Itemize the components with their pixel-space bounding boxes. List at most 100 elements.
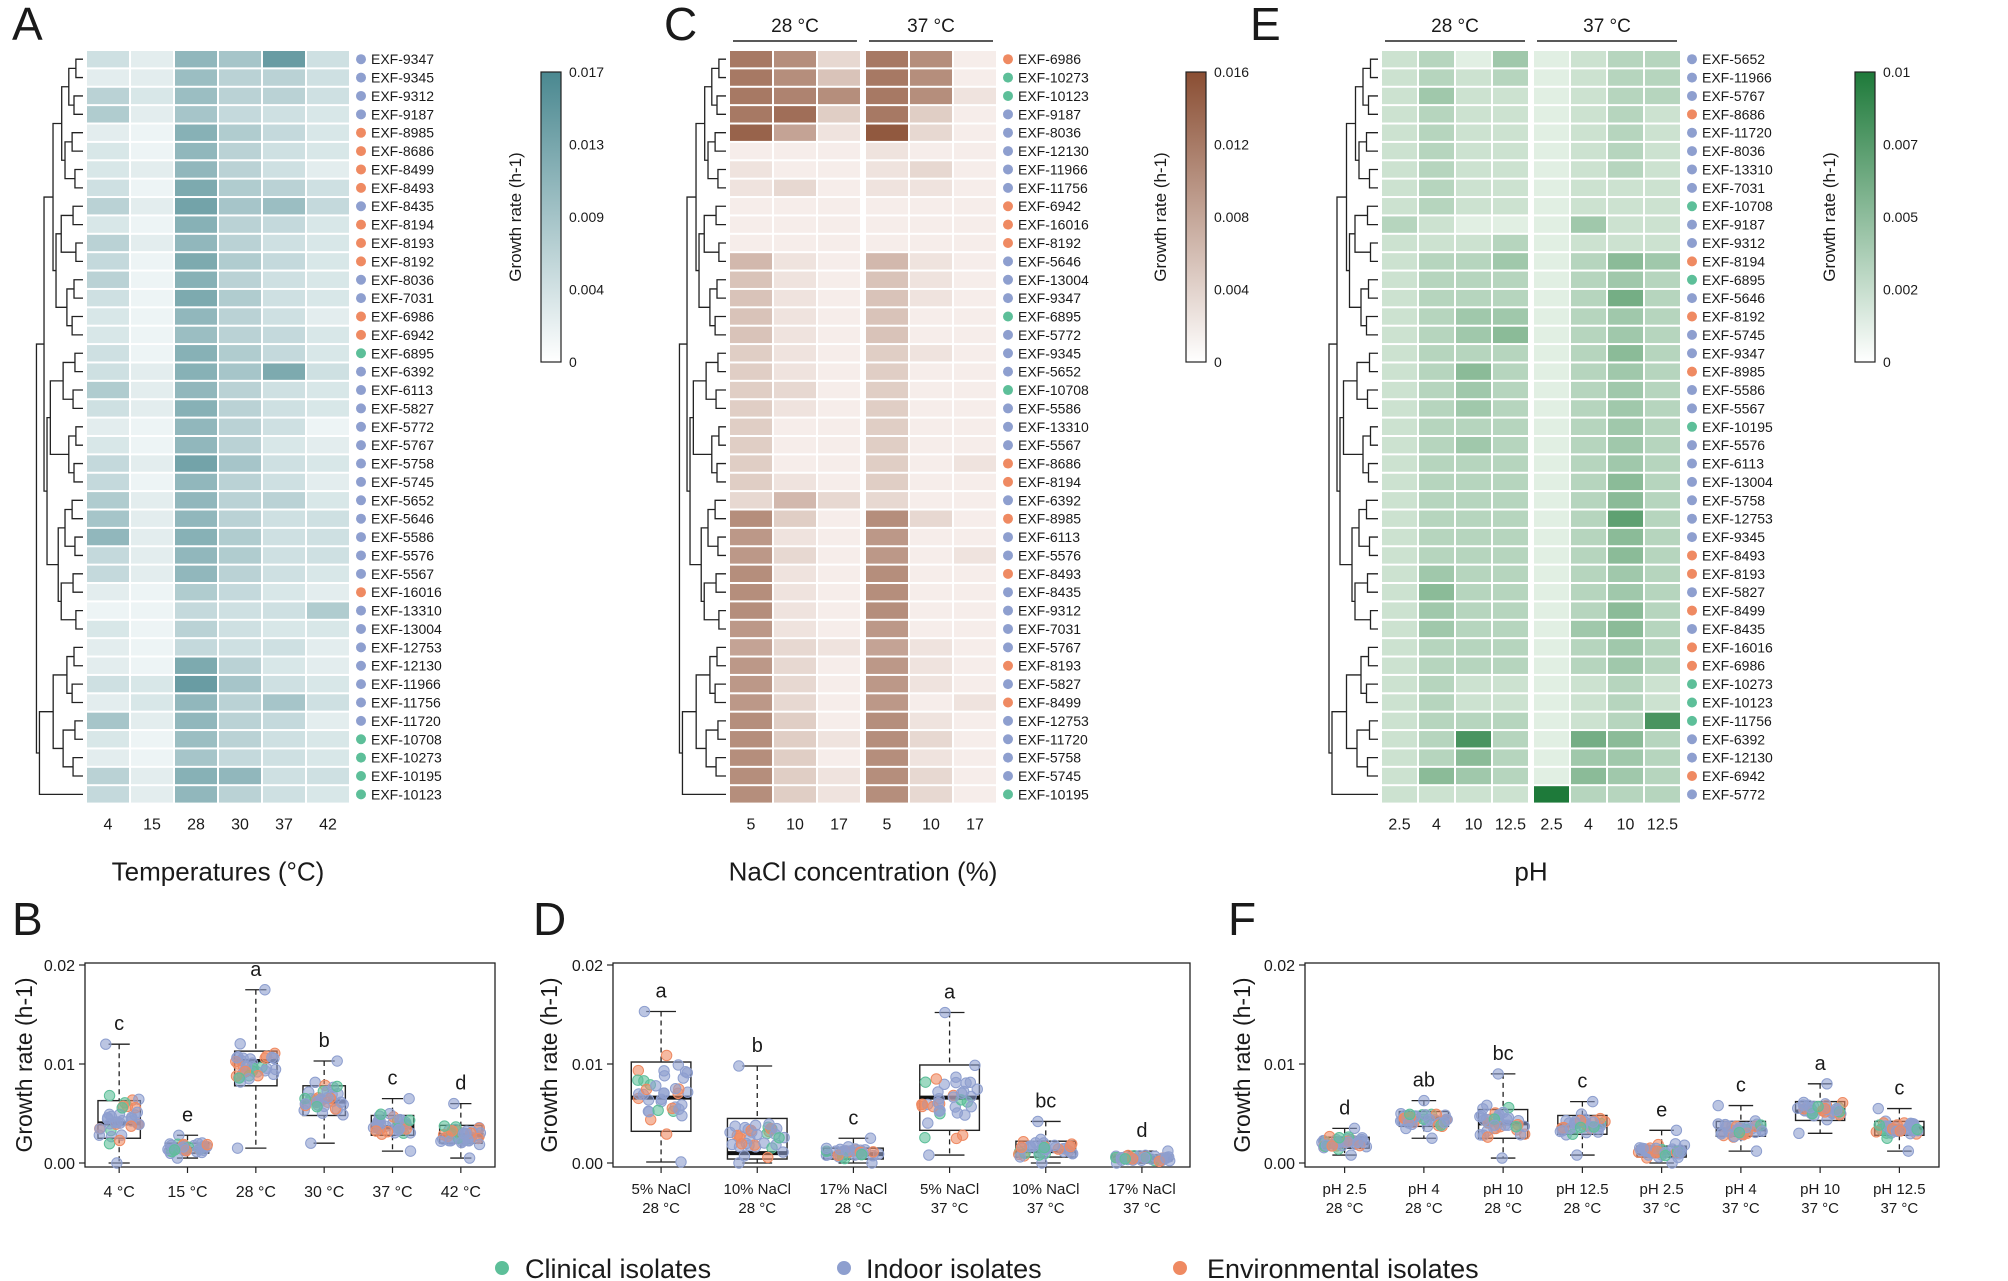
heatmap-cell bbox=[1534, 602, 1569, 619]
data-point bbox=[855, 1148, 868, 1161]
x-tick-label: 28 °C bbox=[236, 1184, 276, 1201]
heatmap-cell bbox=[774, 473, 816, 491]
heatmap-cell bbox=[818, 694, 860, 711]
heatmap-cell bbox=[730, 363, 772, 380]
data-point bbox=[1669, 1138, 1682, 1150]
heatmap-cell bbox=[175, 253, 217, 270]
isolate-group-marker bbox=[1687, 568, 1697, 579]
heatmap-cell bbox=[1419, 639, 1454, 656]
heatmap-cell bbox=[774, 234, 816, 252]
dendrogram-branch bbox=[73, 646, 83, 667]
dendrogram-branch bbox=[1368, 168, 1378, 189]
heatmap-cell bbox=[774, 142, 816, 160]
heatmap-cell bbox=[866, 87, 908, 105]
heatmap-cell bbox=[774, 161, 816, 178]
data-point bbox=[950, 1076, 962, 1089]
strain-label: EXF-5652 bbox=[371, 492, 434, 508]
heatmap-cell bbox=[131, 198, 173, 215]
heatmap-cell bbox=[1382, 234, 1417, 252]
heatmap-cell bbox=[263, 418, 305, 435]
heatmap-cell bbox=[730, 142, 772, 160]
column-tick-label: 2.5 bbox=[1540, 817, 1562, 834]
dendrogram-branch bbox=[1367, 462, 1378, 483]
heatmap-cell bbox=[730, 400, 772, 417]
column-tick-label: 10 bbox=[922, 817, 940, 834]
dendrogram-branch bbox=[717, 720, 726, 740]
heatmap-cell bbox=[774, 455, 816, 472]
heatmap-cell bbox=[954, 51, 996, 68]
column-tick-label: 4 bbox=[1432, 817, 1441, 834]
heatmap-cell bbox=[1419, 271, 1454, 288]
heatmap-cell bbox=[954, 326, 996, 344]
heatmap-cell bbox=[1456, 198, 1491, 215]
data-point bbox=[1138, 1151, 1151, 1164]
heatmap-cell bbox=[910, 731, 952, 748]
heatmap-cell bbox=[219, 455, 261, 472]
strain-label: EXF-10123 bbox=[1702, 694, 1773, 710]
heatmap-cell bbox=[1456, 602, 1491, 619]
x-tick-label: 30 °C bbox=[304, 1184, 344, 1201]
column-tick-label: 10 bbox=[786, 817, 804, 834]
heatmap-cell bbox=[1456, 657, 1491, 674]
data-point bbox=[168, 1144, 181, 1156]
data-point bbox=[111, 1157, 123, 1169]
heatmap-cell bbox=[1534, 124, 1569, 141]
colorbar-label: Growth rate (h-1) bbox=[1151, 152, 1170, 281]
data-point bbox=[632, 1074, 644, 1086]
colorbar-tick-label: 0.012 bbox=[1214, 137, 1249, 153]
heatmap-cell bbox=[175, 69, 217, 86]
isolate-group-marker bbox=[356, 201, 366, 212]
heatmap-cell bbox=[1534, 675, 1569, 693]
isolate-group-marker bbox=[1003, 164, 1013, 175]
data-point bbox=[867, 1146, 879, 1158]
column-tick-label: 15 bbox=[143, 817, 161, 834]
y-tick-label: 0.00 bbox=[1264, 1156, 1295, 1173]
heatmap-cell bbox=[1419, 694, 1454, 711]
dendrogram-branch bbox=[1365, 499, 1378, 520]
heatmap-cell bbox=[818, 308, 860, 325]
heatmap-cell bbox=[866, 712, 908, 730]
data-point bbox=[1712, 1099, 1724, 1112]
isolate-group-marker bbox=[1687, 789, 1697, 800]
dendrogram-branch bbox=[68, 435, 76, 474]
strain-label: EXF-10195 bbox=[1702, 419, 1773, 435]
heatmap-cell bbox=[1534, 786, 1569, 803]
dendrogram-branch bbox=[1369, 426, 1378, 446]
panel-label-f: F bbox=[1228, 893, 1256, 945]
data-point bbox=[1510, 1120, 1522, 1133]
heatmap-cell bbox=[219, 584, 261, 601]
data-point bbox=[404, 1145, 417, 1157]
data-point bbox=[971, 1083, 983, 1095]
heatmap-cell bbox=[818, 271, 860, 288]
isolate-group-marker bbox=[356, 72, 366, 83]
heatmap-cell bbox=[307, 767, 349, 785]
x-tick-label: 37 °C bbox=[1722, 1200, 1760, 1217]
heatmap-cell bbox=[219, 124, 261, 141]
heatmap-cell bbox=[1645, 602, 1680, 619]
data-point bbox=[1571, 1149, 1583, 1161]
data-point bbox=[919, 1131, 931, 1144]
significance-letter: b bbox=[752, 1035, 763, 1057]
heatmap-cell bbox=[263, 584, 305, 601]
heatmap-cell bbox=[131, 639, 173, 656]
column-tick-label: 37 bbox=[275, 817, 293, 834]
strain-label: EXF-6392 bbox=[1018, 492, 1081, 508]
heatmap-cell bbox=[1382, 492, 1417, 509]
heatmap-cell bbox=[1534, 400, 1569, 417]
strain-label: EXF-5576 bbox=[371, 547, 434, 563]
heatmap-cell bbox=[307, 436, 349, 454]
heatmap-cell bbox=[263, 473, 305, 491]
heatmap-cell bbox=[954, 216, 996, 233]
heatmap-cell bbox=[1419, 602, 1454, 619]
isolate-group-marker bbox=[356, 90, 366, 101]
heatmap-cell bbox=[818, 161, 860, 178]
data-point bbox=[1438, 1116, 1451, 1129]
dendrogram-branch bbox=[1339, 416, 1352, 566]
isolate-group-marker bbox=[1687, 72, 1697, 83]
heatmap-cell bbox=[87, 694, 129, 711]
isolate-group-marker bbox=[356, 403, 366, 414]
dendrogram-branch bbox=[718, 609, 726, 630]
heatmap-cell bbox=[263, 124, 305, 141]
heatmap-cell bbox=[1456, 253, 1491, 270]
heatmap-cell bbox=[1456, 216, 1491, 233]
